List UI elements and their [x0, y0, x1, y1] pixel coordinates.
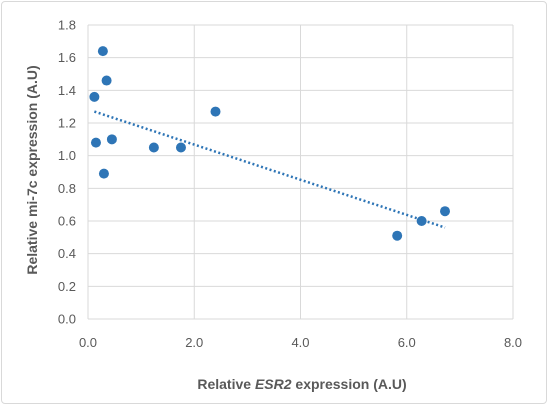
- data-point: [392, 230, 403, 241]
- y-tick-label: 1.4: [58, 83, 76, 98]
- y-tick-label: 1.0: [58, 148, 76, 163]
- y-tick-labels: 0.0 0.2 0.4 0.6 0.8 1.0 1.2 1.4 1.6 1.8: [58, 18, 76, 327]
- y-tick-label: 0.4: [58, 246, 76, 261]
- data-point: [98, 168, 109, 179]
- data-point: [97, 46, 108, 57]
- x-axis-title-gene: ESR2: [255, 376, 292, 392]
- x-gridlines: [87, 25, 514, 319]
- data-point: [440, 206, 450, 217]
- data-point: [101, 75, 112, 86]
- x-tick-label: 8.0: [504, 335, 522, 350]
- x-tick-label: 6.0: [398, 335, 416, 350]
- trendline-group: [93, 110, 446, 229]
- y-tick-label: 1.6: [58, 50, 76, 65]
- x-axis-title-suffix: expression (A.U): [292, 376, 407, 392]
- y-tick-label: 1.8: [58, 18, 76, 33]
- trendline: [93, 110, 446, 229]
- y-tick-label: 0.6: [58, 214, 76, 229]
- x-tick-label: 2.0: [185, 335, 203, 350]
- y-tick-label: 1.2: [58, 116, 76, 131]
- data-point: [175, 142, 186, 153]
- y-tick-label: 0.0: [58, 312, 76, 327]
- y-tick-label: 0.8: [58, 181, 76, 196]
- x-axis-title-prefix: Relative: [197, 376, 255, 392]
- data-point: [90, 137, 101, 148]
- data-point: [210, 106, 221, 117]
- data-points: [89, 46, 450, 241]
- data-point: [106, 134, 117, 145]
- y-gridlines: [88, 24, 513, 320]
- y-tick-label: 0.2: [58, 279, 76, 294]
- x-tick-label: 4.0: [291, 335, 309, 350]
- data-point: [148, 142, 159, 153]
- y-axis-title: Relative mi-7c expression (A.U): [24, 65, 40, 274]
- x-tick-labels: 0.0 2.0 4.0 6.0 8.0: [79, 335, 522, 350]
- data-point: [416, 216, 427, 226]
- data-point: [89, 91, 100, 102]
- x-axis-title: Relative ESR2 expression (A.U): [197, 376, 406, 392]
- x-tick-label: 0.0: [79, 335, 97, 350]
